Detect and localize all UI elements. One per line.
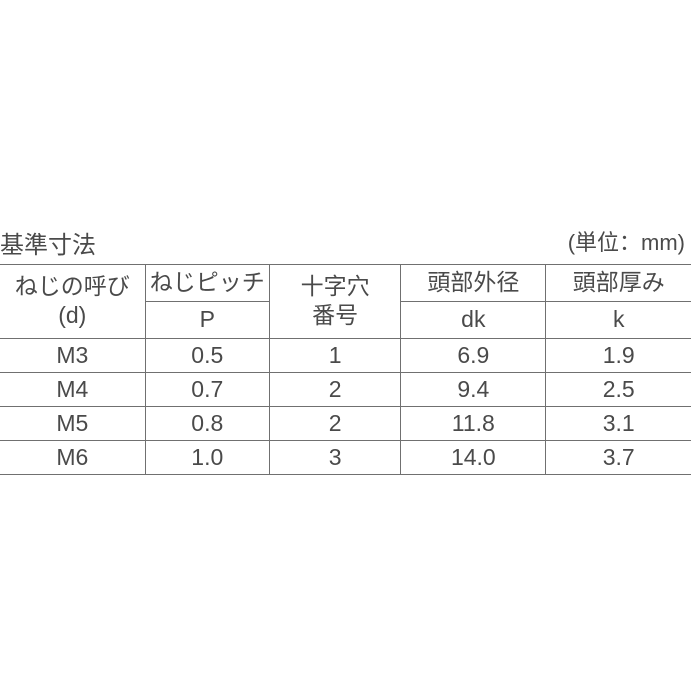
cell-pitch: 0.7 xyxy=(145,372,269,406)
table-title: 基準寸法 xyxy=(0,225,96,260)
cell-dk: 6.9 xyxy=(401,338,546,372)
cell-thread: M6 xyxy=(0,440,145,474)
cell-thread: M4 xyxy=(0,372,145,406)
cell-dk: 11.8 xyxy=(401,406,546,440)
header-label: ねじの呼び xyxy=(15,273,130,299)
cell-k: 3.1 xyxy=(546,406,691,440)
table-row: M6 1.0 3 14.0 3.7 xyxy=(0,440,691,474)
cell-pitch: 1.0 xyxy=(145,440,269,474)
cell-recess: 2 xyxy=(269,406,400,440)
cell-dk: 14.0 xyxy=(401,440,546,474)
cell-thread: M5 xyxy=(0,406,145,440)
header-head-diameter-symbol: dk xyxy=(401,301,546,338)
cell-recess: 2 xyxy=(269,372,400,406)
table-row: M3 0.5 1 6.9 1.9 xyxy=(0,338,691,372)
header-pitch-top: ねじピッチ xyxy=(145,265,269,302)
table-row: M4 0.7 2 9.4 2.5 xyxy=(0,372,691,406)
cell-thread: M3 xyxy=(0,338,145,372)
header-head-thickness-top: 頭部厚み xyxy=(546,265,691,302)
cell-k: 3.7 xyxy=(546,440,691,474)
header-label: 十字穴 xyxy=(301,273,370,299)
table-caption-row: 基準寸法 (単位：mm) xyxy=(0,225,691,264)
header-symbol: (d) xyxy=(58,302,86,328)
cell-recess: 3 xyxy=(269,440,400,474)
header-thread-designation: ねじの呼び (d) xyxy=(0,265,145,339)
header-head-thickness-symbol: k xyxy=(546,301,691,338)
cell-pitch: 0.5 xyxy=(145,338,269,372)
table-unit: (単位：mm) xyxy=(568,225,685,260)
cell-recess: 1 xyxy=(269,338,400,372)
cell-dk: 9.4 xyxy=(401,372,546,406)
header-label: 番号 xyxy=(312,302,358,328)
table-row: M5 0.8 2 11.8 3.1 xyxy=(0,406,691,440)
cell-k: 1.9 xyxy=(546,338,691,372)
header-head-diameter-top: 頭部外径 xyxy=(401,265,546,302)
cell-k: 2.5 xyxy=(546,372,691,406)
cell-pitch: 0.8 xyxy=(145,406,269,440)
header-cross-recess: 十字穴 番号 xyxy=(269,265,400,339)
header-pitch-symbol: P xyxy=(145,301,269,338)
spec-table: ねじの呼び (d) ねじピッチ 十字穴 番号 頭部外径 頭部厚み P dk k … xyxy=(0,264,691,475)
